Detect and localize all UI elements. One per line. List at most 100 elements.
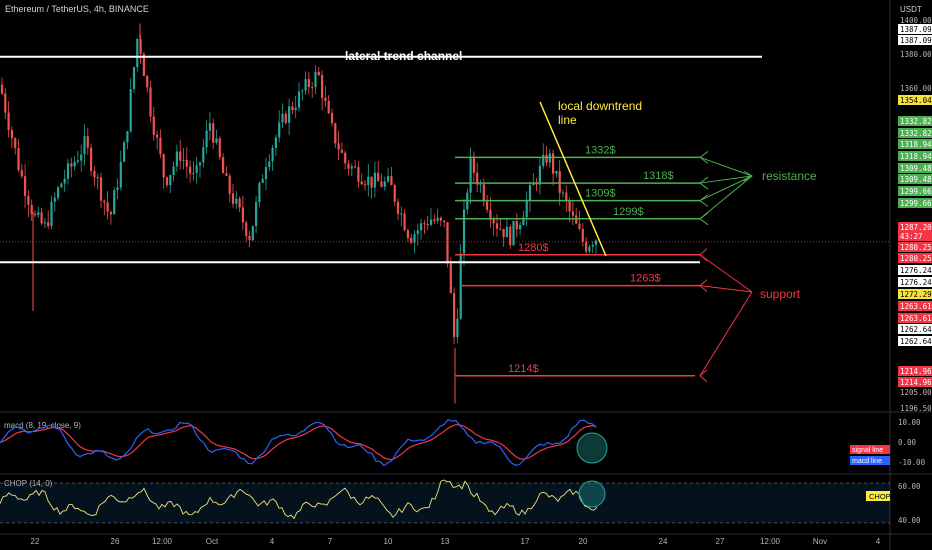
candle-body bbox=[360, 181, 363, 185]
price-tick-label: 1309.48 bbox=[900, 164, 932, 173]
candle-body bbox=[136, 39, 139, 68]
candle-body bbox=[251, 226, 254, 241]
candle-body bbox=[317, 71, 320, 76]
macd-line-legend-bg bbox=[850, 456, 890, 465]
support-arrowhead bbox=[699, 369, 708, 383]
price-tag-bg bbox=[898, 174, 932, 184]
candle-body bbox=[202, 147, 205, 163]
x-tick-label: 12:00 bbox=[152, 537, 173, 546]
price-tag-bg bbox=[898, 139, 932, 149]
price-tag-bg bbox=[898, 198, 932, 208]
candle-body bbox=[93, 170, 96, 178]
candle-body bbox=[73, 161, 76, 167]
candle-body bbox=[146, 76, 149, 88]
candle-body bbox=[255, 202, 258, 227]
candle-body bbox=[453, 293, 456, 338]
candle-body bbox=[238, 198, 241, 208]
symbol-title[interactable]: Ethereum / TetherUS, 4h, BINANCE bbox=[5, 4, 149, 14]
price-tag-bg bbox=[898, 242, 932, 252]
candle-body bbox=[103, 200, 106, 203]
support-arrowhead bbox=[699, 279, 708, 292]
price-tick-label: 1299.66 bbox=[900, 199, 932, 208]
price-tag-bg bbox=[898, 222, 932, 232]
candle-body bbox=[99, 177, 103, 201]
price-tick-label: 1318.94 bbox=[900, 140, 932, 149]
x-tick-label: 27 bbox=[716, 537, 725, 546]
price-tick-label: 1318.94 bbox=[900, 152, 932, 161]
candle-body bbox=[116, 187, 119, 191]
x-tick-label: 4 bbox=[876, 537, 881, 546]
candle-body bbox=[578, 223, 581, 229]
price-tag-bg bbox=[898, 253, 932, 263]
macd-y-tick: 10.00 bbox=[898, 418, 921, 427]
candle-body bbox=[555, 170, 558, 174]
candle-body bbox=[175, 151, 178, 167]
candle-body bbox=[258, 182, 261, 203]
candle-body bbox=[215, 138, 218, 143]
candle-body bbox=[149, 87, 152, 117]
x-tick-label: Oct bbox=[206, 537, 219, 546]
candle-body bbox=[581, 228, 584, 242]
candle-body bbox=[403, 213, 406, 231]
price-tick-label: 1354.04 bbox=[900, 96, 932, 105]
candle-body bbox=[83, 136, 86, 155]
price-tag-bg bbox=[898, 231, 932, 241]
price-tick-label: 1263.61 bbox=[900, 314, 932, 323]
candle-body bbox=[264, 167, 268, 180]
candle-body bbox=[304, 79, 307, 91]
candle-body bbox=[278, 122, 281, 138]
candle-body bbox=[33, 213, 37, 215]
price-tick-label: 1276.24 bbox=[900, 278, 932, 287]
price-tag-bg bbox=[898, 377, 932, 387]
candle-body bbox=[443, 220, 446, 223]
candle-body bbox=[17, 148, 20, 171]
support-arrow bbox=[699, 254, 753, 293]
resistance-arrowhead bbox=[699, 212, 709, 226]
price-tick-label: 1280.25 bbox=[900, 243, 932, 252]
price-tag-bg bbox=[898, 151, 932, 161]
candle-body bbox=[429, 219, 433, 225]
candle-body bbox=[350, 166, 353, 169]
macd-y-tick: -10.00 bbox=[898, 458, 926, 467]
x-tick-label: 7 bbox=[328, 537, 333, 546]
candle-body bbox=[410, 237, 413, 243]
time-axis: 22 26 12:00 Oct 4 7 10 13 17 20 24 27 12:00 Nov 4 bbox=[31, 537, 881, 546]
price-tick-label: 1287.20 bbox=[900, 223, 932, 232]
candle-body bbox=[505, 226, 508, 238]
signal-line-legend-bg bbox=[850, 445, 890, 454]
candle-body bbox=[156, 134, 159, 138]
candle-body bbox=[165, 177, 169, 186]
candle-body bbox=[76, 160, 79, 162]
level-label: 1299$ bbox=[613, 206, 644, 218]
candle-body bbox=[57, 187, 60, 198]
resistance-arrow bbox=[699, 156, 753, 177]
price-tick-label: 1272.29 bbox=[900, 290, 932, 299]
candle-body bbox=[426, 224, 429, 226]
candles bbox=[0, 23, 598, 404]
level-label: 1309$ bbox=[585, 188, 616, 200]
candle-body bbox=[245, 222, 248, 236]
candle-body bbox=[0, 84, 4, 94]
candle-body bbox=[373, 172, 376, 188]
candle-body bbox=[248, 235, 251, 241]
candle-body bbox=[123, 142, 126, 162]
candle-body bbox=[7, 112, 10, 130]
candle-body bbox=[565, 192, 568, 202]
candle-body bbox=[218, 138, 221, 158]
level-label: 1318$ bbox=[643, 170, 674, 182]
candle-body bbox=[321, 75, 324, 98]
candle-body bbox=[241, 207, 244, 223]
candle-body bbox=[492, 219, 495, 224]
candle-body bbox=[198, 162, 202, 166]
candle-body bbox=[370, 176, 373, 188]
price-tick-label: 1332.82 bbox=[900, 129, 932, 138]
x-tick-label: 22 bbox=[31, 537, 40, 546]
price-tick-label: 1214.96 bbox=[900, 367, 932, 376]
price-tag-bg bbox=[898, 95, 932, 105]
candle-body bbox=[416, 230, 419, 235]
x-tick-label: 24 bbox=[659, 537, 668, 546]
chop-legend: CHOP bbox=[869, 492, 891, 501]
candle-body bbox=[479, 184, 482, 186]
x-tick-label: 12:00 bbox=[760, 537, 781, 546]
